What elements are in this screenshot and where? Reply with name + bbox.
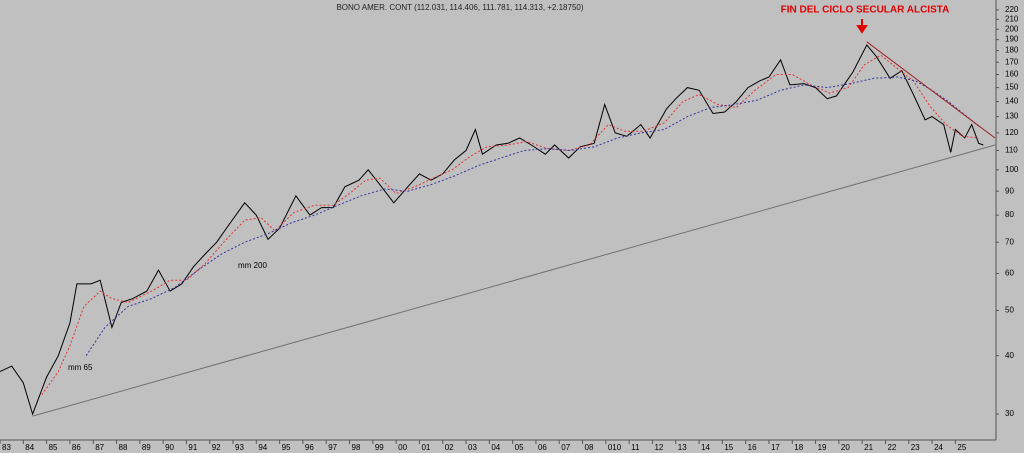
y-tick-label: 50: [1005, 306, 1014, 315]
x-tick-label: 84: [25, 443, 34, 452]
x-tick-label: 00: [398, 443, 407, 452]
x-tick-label: 90: [165, 443, 174, 452]
x-tick-label: 99: [375, 443, 384, 452]
y-tick-label: 40: [1005, 351, 1014, 360]
x-tick-label: 86: [72, 443, 81, 452]
x-tick-label: 97: [328, 443, 337, 452]
y-tick-label: 130: [1005, 112, 1019, 121]
y-tick-label: 100: [1005, 165, 1019, 174]
x-tick-label: 03: [468, 443, 477, 452]
y-tick-label: 150: [1005, 83, 1019, 92]
x-tick-label: 12: [654, 443, 663, 452]
series-line: [85, 76, 980, 356]
y-tick-label: 210: [1005, 14, 1019, 23]
x-tick-label: 83: [2, 443, 11, 452]
x-tick-label: 22: [887, 443, 896, 452]
y-tick-label: 30: [1005, 409, 1014, 418]
x-tick-label: 13: [678, 443, 687, 452]
series-label: mm 200: [238, 261, 267, 270]
chart-title: BONO AMER. CONT (112.031, 114.406, 111.7…: [336, 3, 583, 12]
x-tick-label: 96: [305, 443, 314, 452]
y-tick-label: 140: [1005, 97, 1019, 106]
x-tick-label: 95: [282, 443, 291, 452]
x-tick-label: 01: [421, 443, 430, 452]
x-tick-label: 20: [841, 443, 850, 452]
y-tick-label: 170: [1005, 57, 1019, 66]
x-tick-label: 85: [49, 443, 58, 452]
x-tick-label: 98: [352, 443, 361, 452]
series-line: [41, 54, 979, 395]
x-tick-label: 19: [818, 443, 827, 452]
x-tick-label: 93: [235, 443, 244, 452]
x-tick-label: 07: [561, 443, 570, 452]
y-tick-label: 200: [1005, 24, 1019, 33]
y-tick-label: 70: [1005, 237, 1014, 246]
annotation: FIN DEL CICLO SECULAR ALCISTA: [781, 5, 950, 16]
x-tick-label: 06: [538, 443, 547, 452]
x-tick-label: 16: [748, 443, 757, 452]
x-tick-label: 11: [631, 443, 640, 452]
x-tick-label: 14: [701, 443, 710, 452]
x-tick-label: 15: [724, 443, 733, 452]
x-tick-label: 04: [491, 443, 500, 452]
x-tick-label: 17: [771, 443, 780, 452]
x-tick-label: 21: [864, 443, 873, 452]
y-tick-label: 190: [1005, 35, 1019, 44]
x-tick-label: 89: [142, 443, 151, 452]
y-tick-label: 80: [1005, 210, 1014, 219]
x-tick-label: 91: [188, 443, 197, 452]
y-tick-label: 110: [1005, 146, 1018, 155]
series-line: [0, 44, 984, 416]
y-tick-label: 90: [1005, 186, 1014, 195]
x-tick-label: 92: [212, 443, 221, 452]
x-tick-label: 18: [794, 443, 803, 452]
x-tick-label: 88: [119, 443, 128, 452]
x-tick-label: 25: [957, 443, 966, 452]
x-tick-label: 24: [934, 443, 943, 452]
y-tick-label: 160: [1005, 70, 1019, 79]
x-tick-label: 010: [608, 443, 622, 452]
annotation-arrow: [856, 19, 868, 34]
x-tick-label: 02: [445, 443, 454, 452]
x-tick-label: 23: [911, 443, 920, 452]
y-tick-label: 180: [1005, 46, 1019, 55]
series-line: [32, 144, 996, 417]
series-line: [866, 41, 996, 139]
x-tick-label: 94: [258, 443, 267, 452]
series-label: mm 65: [68, 363, 93, 372]
y-tick-label: 60: [1005, 269, 1014, 278]
x-tick-label: 87: [95, 443, 104, 452]
x-tick-label: 08: [585, 443, 594, 452]
y-tick-label: 220: [1005, 5, 1019, 14]
y-tick-label: 120: [1005, 128, 1019, 137]
x-tick-label: 05: [515, 443, 524, 452]
